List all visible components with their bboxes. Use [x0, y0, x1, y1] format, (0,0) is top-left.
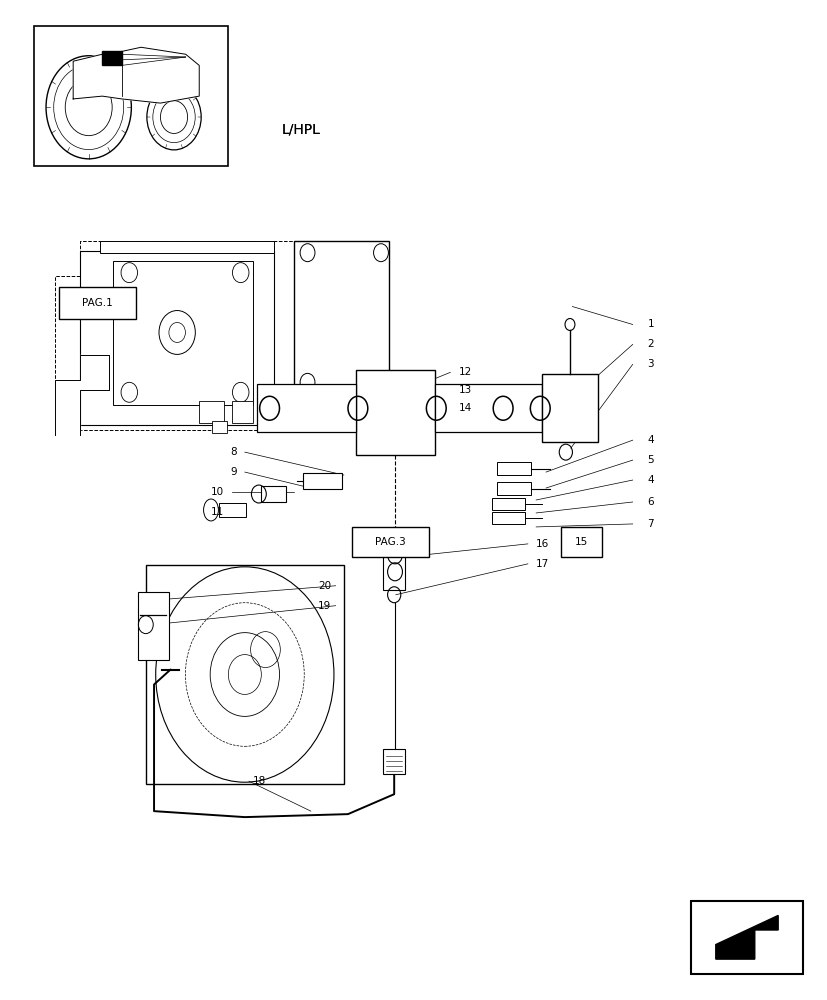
- Bar: [492, 512, 525, 524]
- Bar: [212, 421, 227, 433]
- Bar: [79, 251, 274, 425]
- Text: 18: 18: [253, 776, 266, 786]
- Text: 6: 6: [647, 497, 653, 507]
- Bar: [383, 749, 404, 774]
- Bar: [232, 401, 253, 423]
- Bar: [302, 473, 342, 489]
- Text: PAG.3: PAG.3: [375, 537, 405, 547]
- Bar: [496, 482, 531, 495]
- Bar: [383, 552, 404, 590]
- Polygon shape: [73, 47, 199, 103]
- Text: 3: 3: [647, 359, 653, 369]
- Bar: [59, 287, 136, 319]
- Bar: [257, 384, 356, 432]
- Bar: [199, 401, 224, 423]
- Bar: [294, 241, 389, 395]
- Bar: [691, 901, 801, 974]
- Bar: [560, 527, 601, 557]
- Bar: [492, 498, 525, 510]
- Bar: [219, 503, 246, 517]
- Text: 20: 20: [318, 581, 331, 591]
- Text: 19: 19: [318, 601, 331, 611]
- Polygon shape: [715, 915, 777, 959]
- Text: 2: 2: [647, 339, 653, 349]
- Bar: [100, 241, 274, 253]
- Bar: [261, 486, 286, 502]
- Bar: [541, 374, 597, 442]
- Text: PAG.1: PAG.1: [82, 298, 112, 308]
- Text: L/HPL: L/HPL: [282, 122, 320, 136]
- Text: 12: 12: [458, 367, 471, 377]
- Text: 1: 1: [647, 319, 653, 329]
- Bar: [112, 261, 253, 405]
- Text: 15: 15: [574, 537, 587, 547]
- Text: 9: 9: [230, 467, 237, 477]
- Text: 5: 5: [647, 455, 653, 465]
- Bar: [146, 565, 343, 784]
- Polygon shape: [55, 355, 108, 435]
- Text: 14: 14: [458, 403, 471, 413]
- Text: 13: 13: [458, 385, 471, 395]
- Polygon shape: [103, 51, 122, 65]
- Text: L/HPL: L/HPL: [282, 122, 320, 136]
- Text: 10: 10: [211, 487, 224, 497]
- Text: 11: 11: [211, 507, 224, 517]
- Text: 4: 4: [647, 435, 653, 445]
- Bar: [137, 592, 169, 660]
- Text: 4: 4: [647, 475, 653, 485]
- Text: 7: 7: [647, 519, 653, 529]
- Bar: [434, 384, 541, 432]
- Text: 8: 8: [230, 447, 237, 457]
- Bar: [351, 527, 428, 557]
- Bar: [35, 26, 228, 166]
- Bar: [496, 462, 531, 475]
- Bar: [356, 370, 434, 455]
- Text: 16: 16: [536, 539, 549, 549]
- Text: 17: 17: [536, 559, 549, 569]
